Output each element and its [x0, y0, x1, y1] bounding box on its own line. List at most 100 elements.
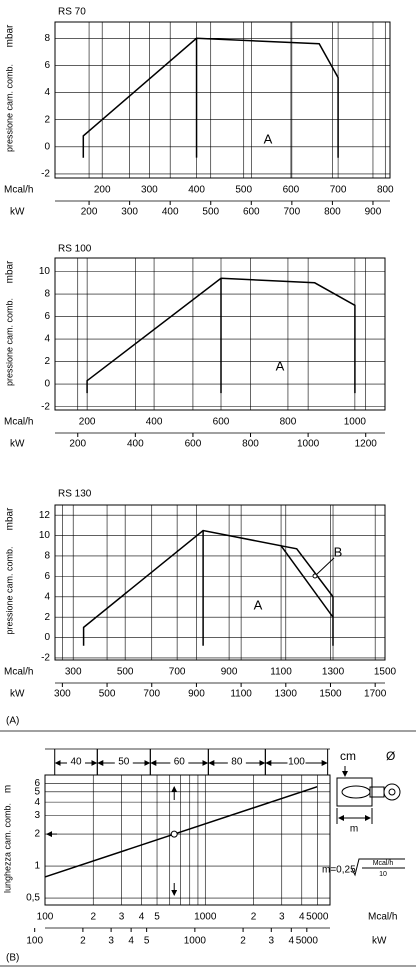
x2-tick-label: 2	[80, 936, 86, 947]
band-label-bg	[114, 755, 133, 769]
band-symbol: Ø	[386, 749, 395, 763]
band-unit: cm	[340, 749, 356, 763]
x2-tick-label: 1700	[364, 689, 387, 700]
chart-title: RS 70	[58, 7, 86, 18]
x2-tick-label: 400	[127, 439, 144, 450]
x2-tick-label: 1000	[297, 439, 320, 450]
chart-title: RS 100	[58, 244, 92, 255]
x2-axis-label: kW	[10, 207, 25, 218]
x-tick-label: 1000	[194, 912, 217, 923]
x2-tick-label: 1100	[230, 689, 252, 700]
x2-tick-label: 5	[144, 936, 150, 947]
plot-frame	[54, 21, 391, 179]
y-tick-label: 3	[34, 810, 40, 821]
x-tick-label: 5	[154, 912, 160, 923]
x-tick-label: 4	[139, 912, 145, 923]
x-axis-label: Mcal/h	[4, 417, 33, 428]
x2-tick-label: 500	[202, 207, 219, 218]
caption: (A)	[6, 716, 19, 727]
band-label: 60	[174, 757, 186, 768]
plot-frame	[44, 774, 331, 906]
x-tick-label: 2	[90, 912, 96, 923]
x2-tick-label: 4	[128, 936, 134, 947]
x-tick-label: 300	[141, 185, 158, 196]
y-axis-unit: mbar	[5, 24, 16, 47]
x-tick-label: 3	[119, 912, 125, 923]
y-axis-label: pressione cam. comb.	[4, 298, 14, 386]
working-field	[86, 277, 356, 394]
y-axis-unit: mbar	[5, 260, 16, 283]
x-tick-label: 3	[279, 912, 285, 923]
area-label: A	[264, 131, 273, 146]
y-tick-label: 4	[44, 334, 50, 345]
x2-tick-label: 300	[121, 207, 138, 218]
x-axis-label: Mcal/h	[368, 912, 397, 923]
y-tick-label: 6	[44, 60, 50, 71]
x2-tick-label: 3	[108, 936, 114, 947]
y-tick-label: 6	[44, 311, 50, 322]
x-tick-label: 1100	[270, 667, 292, 678]
y-axis-label: pressione cam. comb.	[4, 64, 14, 152]
x2-tick-label: 900	[188, 689, 205, 700]
band-label-bg	[227, 755, 246, 769]
x-tick-label: 800	[377, 185, 394, 196]
x2-tick-label: 900	[365, 207, 382, 218]
x2-tick-label: 5000	[296, 936, 319, 947]
y-tick-label: 0,5	[26, 893, 40, 904]
y-axis-unit: m	[3, 785, 14, 793]
formula-den: 10	[379, 871, 387, 878]
x-tick-label: 600	[213, 417, 230, 428]
y-tick-label: 0	[44, 379, 50, 390]
y-tick-label: 10	[39, 530, 51, 541]
y-tick-label: 2	[44, 114, 50, 125]
x2-tick-label: 1000	[184, 936, 207, 947]
x-tick-label: 200	[94, 185, 111, 196]
chart-title: RS 130	[58, 489, 92, 500]
y-tick-label: 4	[34, 797, 40, 808]
caption: (B)	[6, 953, 19, 964]
x-tick-label: 400	[188, 185, 205, 196]
x2-tick-label: 600	[185, 439, 202, 450]
x2-tick-label: 700	[284, 207, 301, 218]
y-tick-label: 5	[34, 786, 40, 797]
band-label-bg	[67, 755, 86, 769]
y-tick-label: 6	[44, 571, 50, 582]
y-axis-unit: mbar	[5, 507, 16, 530]
band-label-bg	[170, 755, 189, 769]
formula-num: Mcal/h	[373, 860, 394, 867]
plot-frame	[54, 504, 386, 661]
x-tick-label: 500	[117, 667, 134, 678]
y-tick-label: 2	[44, 612, 50, 623]
x-tick-label: 2	[251, 912, 257, 923]
y-tick-label: 2	[44, 356, 50, 367]
x-tick-label: 600	[283, 185, 300, 196]
x2-tick-label: 3	[269, 936, 275, 947]
x2-tick-label: 100	[26, 936, 43, 947]
x2-tick-label: 400	[162, 207, 179, 218]
leader-line	[315, 557, 335, 576]
burner-sketch	[336, 766, 405, 877]
x-tick-label: 700	[330, 185, 347, 196]
y-tick-label: -2	[41, 401, 50, 412]
y-tick-label: 1	[34, 861, 40, 872]
x2-tick-label: 1200	[355, 439, 378, 450]
x2-tick-label: 800	[324, 207, 341, 218]
y-tick-label: 0	[44, 141, 50, 152]
band-label: 50	[118, 757, 130, 768]
y-tick-label: -2	[41, 169, 50, 180]
plot-frame	[54, 257, 386, 411]
x-tick-label: 500	[235, 185, 252, 196]
y-axis-label: pressione cam. comb.	[4, 546, 14, 634]
x2-tick-label: 4	[289, 936, 295, 947]
y-tick-label: 8	[44, 551, 50, 562]
y-tick-label: 2	[34, 829, 40, 840]
y-tick-label: 8	[44, 33, 50, 44]
line	[44, 785, 318, 878]
x2-tick-label: 200	[81, 207, 98, 218]
x-tick-label: 1000	[344, 417, 367, 428]
x-tick-label: 5000	[306, 912, 329, 923]
y-axis-label: lunghezza cam. comb.	[2, 803, 12, 893]
y-tick-label: 0	[44, 632, 50, 643]
